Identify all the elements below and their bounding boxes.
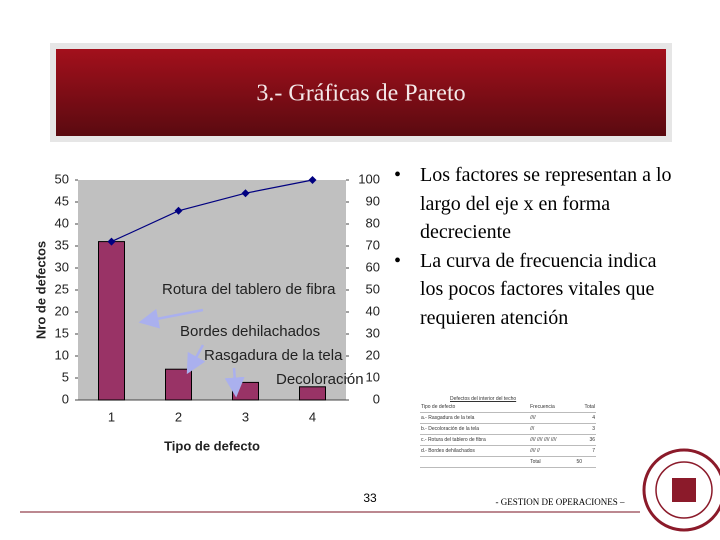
y-tick-label: 5 — [62, 369, 69, 384]
y2-tick-label: 60 — [366, 259, 380, 274]
y-tick-label: 50 — [55, 171, 69, 186]
annotation: Rotura del tablero de fibra — [162, 281, 336, 298]
y2-tick-label: 40 — [366, 303, 380, 318]
x-tick-label: 3 — [242, 409, 249, 424]
table-cell: d.- Bordes dehilachados — [420, 445, 530, 457]
line-marker — [308, 176, 317, 184]
table-cell: //// — [529, 412, 576, 424]
y2-tick-label: 0 — [373, 391, 380, 406]
arrow — [224, 367, 245, 398]
page-number: 33 — [363, 491, 377, 505]
table-cell: //// // — [529, 445, 576, 457]
table-cell: 3 — [575, 423, 596, 435]
title-banner — [56, 49, 666, 136]
y-tick-label: 15 — [55, 325, 69, 340]
y2-tick-label: 30 — [366, 325, 380, 340]
y2-tick-label: 70 — [366, 237, 380, 252]
table-cell: a.- Rasgadura de la tela — [420, 412, 530, 424]
table-row: b.- Decoloración de la tela///3 — [420, 423, 596, 435]
y-tick-label: 45 — [55, 193, 69, 208]
arrow — [186, 344, 206, 375]
table-row: Tipo de defecto Frecuencia Total — [420, 402, 596, 413]
x-tick-label: 4 — [309, 409, 316, 424]
y2-tick-label: 20 — [366, 347, 380, 362]
table-cell: Total — [529, 456, 576, 468]
annotation: Decoloración — [276, 371, 364, 388]
x-tick-label: 2 — [175, 409, 182, 424]
y-tick-label: 20 — [55, 303, 69, 318]
x-tick-label: 1 — [108, 409, 115, 424]
y2-tick-label: 50 — [366, 281, 380, 296]
y-tick-label: 10 — [55, 347, 69, 362]
footer: - GESTION DE OPERACIONES – — [496, 497, 625, 507]
line-marker — [107, 237, 116, 246]
table-title: Defectos del interior del techo — [450, 396, 517, 402]
chart: 0 5 10 15 20 25 30 35 40 45 50 0 10 20 30 40 50 60 70 80 90 1… — [33, 171, 380, 453]
bar — [165, 368, 192, 401]
x-axis-title: Tipo de defecto — [164, 438, 260, 453]
table-cell: 36 — [575, 434, 596, 446]
cumulative-line — [111, 179, 313, 243]
table-cell: 4 — [575, 412, 596, 424]
y-tick-label: 40 — [55, 215, 69, 230]
y2-tick-label: 100 — [358, 171, 380, 186]
table-row: Total 50 — [420, 456, 596, 468]
table-cell: 7 — [575, 445, 596, 457]
table-cell: b.- Decoloración de la tela — [420, 423, 530, 435]
table-cell: Frecuencia — [529, 402, 576, 413]
bar — [299, 386, 326, 401]
line-marker — [241, 189, 250, 198]
logo — [642, 448, 720, 532]
logo-inner — [655, 461, 713, 519]
arrows — [138, 308, 245, 398]
y2-tick-label: 80 — [366, 215, 380, 230]
table: Tipo de defecto Frecuencia Total a.- Rasgad… — [420, 402, 596, 468]
bullet: Los factores se representan a lo largo d… — [392, 161, 672, 247]
slide-title: 3.- Gráficas de Pareto — [256, 81, 465, 107]
y-tick-label: 0 — [62, 391, 69, 406]
bar — [98, 241, 125, 401]
y2-tick-label: 10 — [366, 369, 380, 384]
table-cell: 50 — [575, 456, 596, 468]
y2-tick-label: 90 — [366, 193, 380, 208]
table-cell: c.- Rotura del tablero de fibra — [420, 434, 530, 446]
annotation: Rasgadura de la tela — [204, 347, 343, 364]
table-cell: //// //// //// //// — [529, 434, 576, 446]
logo-shield — [672, 478, 696, 502]
arrow — [138, 308, 204, 329]
defect-table: Defectos del interior del techo Tipo de d… — [420, 396, 596, 468]
table-cell — [420, 456, 530, 468]
table-row: a.- Rasgadura de la tela////4 — [420, 412, 596, 424]
table-row: c.- Rotura del tablero de fibra//// ////… — [420, 434, 596, 446]
y-tick-label: 30 — [55, 259, 69, 274]
table-cell: Tipo de defecto — [420, 402, 530, 413]
table-cell: Total — [575, 402, 596, 413]
y-tick-label: 25 — [55, 281, 69, 296]
y-tick-label: 35 — [55, 237, 69, 252]
bullet: La curva de frecuencia indica los pocos … — [392, 247, 672, 333]
table-row: d.- Bordes dehilachados//// //7 — [420, 445, 596, 457]
table-cell: /// — [529, 423, 576, 435]
bullets: Los factores se representan a lo largo d… — [392, 161, 672, 333]
y-axis-title: Nro de defectos — [33, 241, 48, 339]
line-marker — [174, 206, 183, 215]
annotation: Bordes dehilachados — [180, 323, 320, 340]
